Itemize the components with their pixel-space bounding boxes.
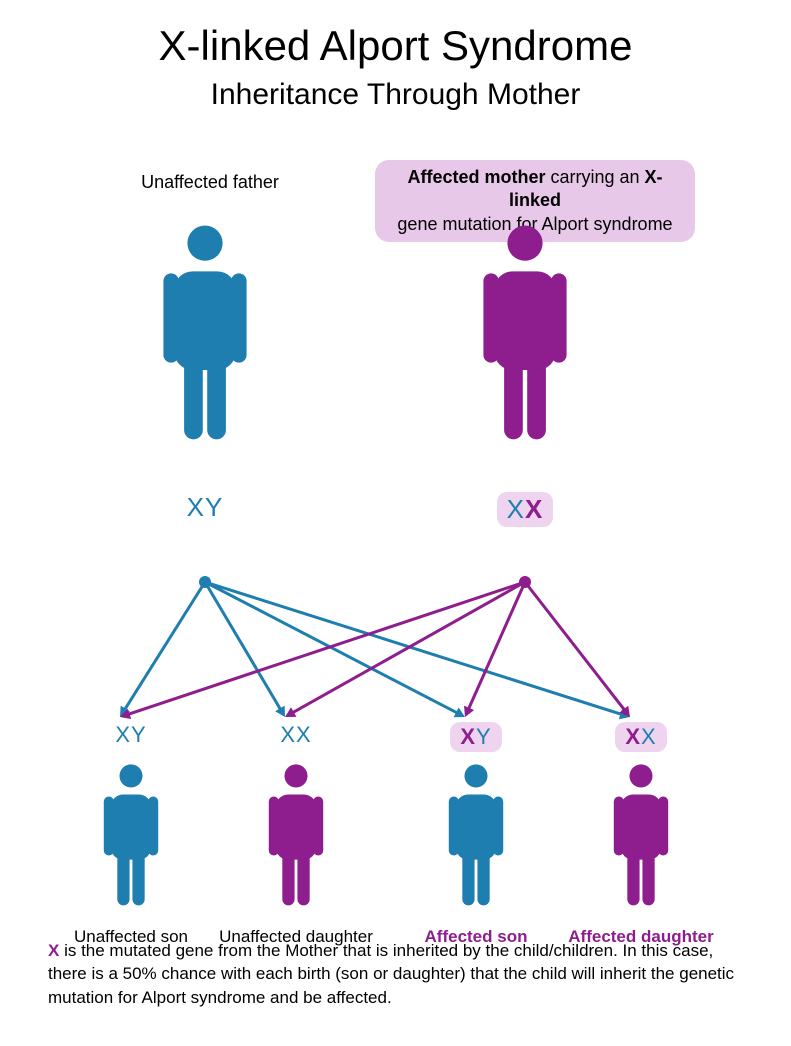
page-subtitle: Inheritance Through Mother <box>0 78 791 112</box>
footer-explanation: X is the mutated gene from the Mother th… <box>48 939 743 1010</box>
child-figure <box>440 762 512 922</box>
mother-genotype: XX <box>470 492 580 527</box>
father-figure <box>150 222 260 462</box>
father-genotype: XY <box>150 492 260 523</box>
child-genotype: XX <box>240 722 352 748</box>
mother-figure <box>470 222 580 462</box>
child-genotype: XY <box>75 722 187 748</box>
page-title: X-linked Alport Syndrome <box>0 22 791 70</box>
child-figure <box>605 762 677 922</box>
father-label: Unaffected father <box>100 172 320 193</box>
child-figure <box>260 762 332 922</box>
child-figure <box>95 762 167 922</box>
child-genotype: XY <box>420 722 532 752</box>
child-genotype: XX <box>585 722 697 752</box>
